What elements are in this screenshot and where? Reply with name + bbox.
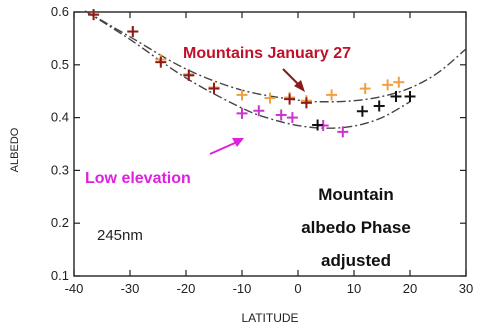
y-tick-label: 0.6 (51, 4, 69, 19)
x-tick-label: 20 (403, 281, 417, 296)
fit-curve (84, 10, 467, 103)
data-point (359, 83, 371, 95)
data-point (208, 83, 220, 95)
x-tick-label: 10 (347, 281, 361, 296)
y-axis-label: ALBEDO (9, 127, 21, 172)
fit-curves (84, 10, 467, 129)
data-point (356, 105, 368, 117)
data-point (326, 89, 338, 101)
caption-line-2: albedo Phase (301, 218, 411, 237)
fit-curve (84, 10, 411, 129)
data-point (264, 92, 276, 104)
x-tick-label: 30 (459, 281, 473, 296)
axis-ticks: -40 -30 -20 -10 0 10 20 30 0.1 0.2 0.3 0.4 0.5 0.6 (51, 4, 473, 296)
y-tick-label: 0.4 (51, 110, 69, 125)
x-tick-label: -30 (121, 281, 140, 296)
low-arrow (209, 141, 238, 155)
caption-line-1: Mountain (318, 185, 394, 204)
mountains-annotation: Mountains January 27 (183, 45, 351, 62)
x-tick-label: -40 (65, 281, 84, 296)
data-point (88, 9, 100, 21)
data-point (236, 89, 248, 101)
low-elevation-annotation: Low elevation (85, 170, 191, 187)
data-point (404, 90, 416, 102)
data-point (286, 112, 298, 124)
data-point (183, 69, 195, 81)
data-point (253, 105, 265, 117)
data-markers (88, 9, 416, 138)
mountains-arrow (282, 68, 301, 87)
x-axis-label: LATITUDE (241, 311, 298, 325)
data-point (390, 90, 402, 102)
data-point (127, 26, 139, 38)
x-tick-label: -20 (177, 281, 196, 296)
mountains-arrow-head (294, 80, 305, 92)
data-point (236, 107, 248, 119)
plot-frame (73, 11, 467, 277)
data-point (284, 93, 296, 105)
data-point (312, 119, 324, 131)
data-point (275, 109, 287, 121)
data-point (300, 97, 312, 109)
wavelength-label: 245nm (97, 227, 143, 244)
data-point (155, 56, 167, 68)
data-point (373, 100, 385, 112)
data-point (337, 126, 349, 138)
y-tick-label: 0.2 (51, 215, 69, 230)
y-tick-label: 0.5 (51, 57, 69, 72)
y-tick-label: 0.1 (51, 268, 69, 283)
y-tick-label: 0.3 (51, 162, 69, 177)
x-tick-label: 0 (294, 281, 301, 296)
low-arrow-head (232, 138, 244, 147)
caption-line-3: adjusted (321, 251, 391, 270)
x-tick-label: -10 (233, 281, 252, 296)
data-point (393, 76, 405, 88)
data-point (382, 79, 394, 91)
